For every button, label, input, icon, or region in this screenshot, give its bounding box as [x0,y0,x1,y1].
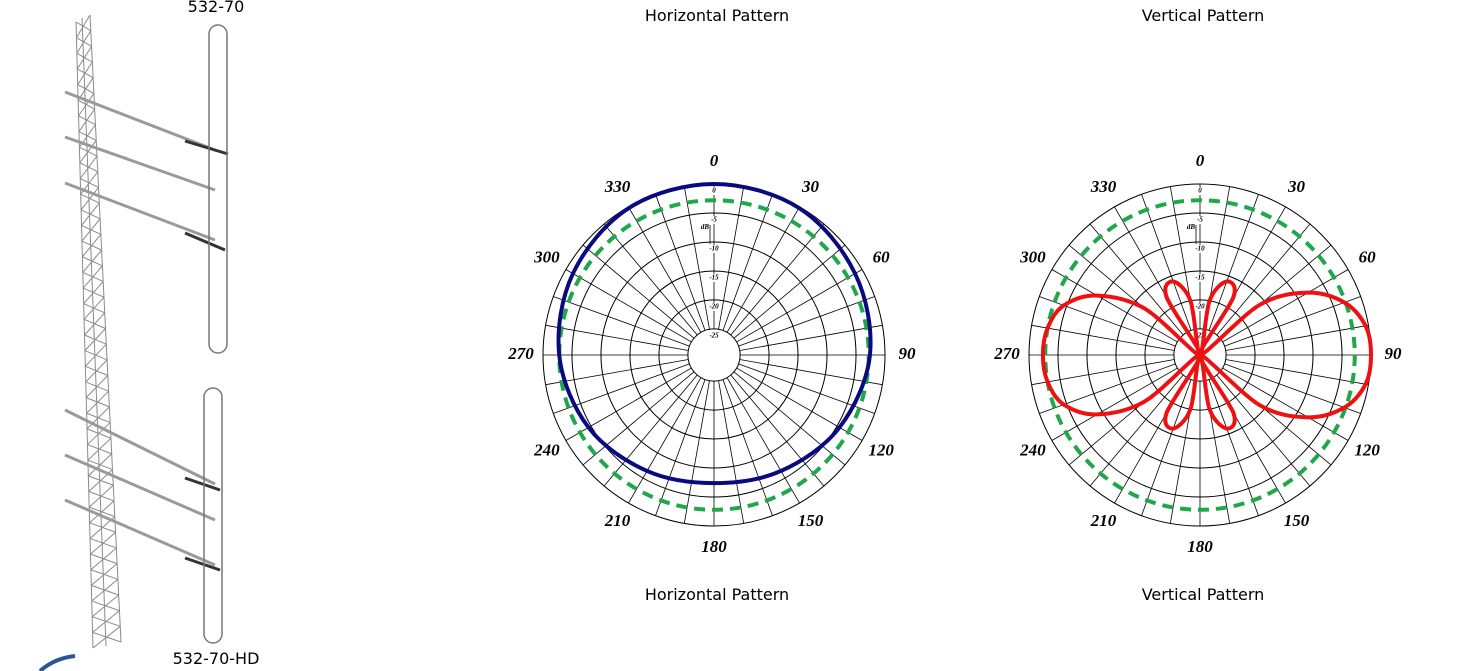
tower-drawing [40,15,228,671]
truss-brace [91,548,116,570]
angle-label: 210 [604,511,631,530]
mount-arm [185,141,228,154]
r-tick-label: 0 [1198,187,1202,195]
r-tick-label: -20 [1195,303,1205,311]
r-tick-label: -25 [709,332,719,340]
angle-label: 120 [868,440,894,459]
angle-label: 90 [1385,344,1403,363]
angle-label: 180 [701,537,727,556]
angle-label: 150 [798,511,824,530]
angle-label: 270 [993,344,1020,363]
angle-label: 330 [1090,177,1117,196]
angle-label: 210 [1090,511,1117,530]
truss-brace [93,611,120,633]
angle-label: 180 [1187,537,1213,556]
truss-brace [90,532,115,554]
chart-title: Horizontal Pattern [645,6,789,25]
angle-label: 240 [1019,440,1046,459]
r-tick-label: -10 [1195,245,1205,253]
angle-label: 90 [899,344,917,363]
angle-label: 120 [1354,440,1380,459]
truss-brace [92,595,119,617]
angle-label: 60 [1359,247,1377,266]
mount-arm [65,183,215,240]
polar-chart: Horizontal Pattern Horizontal Pattern 0 -5 -… [507,6,916,604]
truss-brace [93,626,120,648]
r-tick-label: -15 [709,274,719,282]
angle-label: 0 [1196,151,1205,170]
product-label: 532-70 [188,0,245,16]
truss-brace [91,564,117,586]
truss-brace [89,485,113,507]
truss-brace [92,579,118,601]
angle-label: 240 [533,440,560,459]
angle-label: 300 [1019,247,1046,266]
angle-label: 150 [1284,511,1310,530]
angle-label: 30 [801,177,820,196]
angle-label: 330 [604,177,631,196]
angle-label: 60 [873,247,891,266]
r-tick-label: 0 [712,187,716,195]
chart-caption: Horizontal Pattern [645,585,789,604]
logo-swoosh [40,656,75,671]
r-tick-label: -5 [711,216,717,224]
r-tick-label: -5 [1197,216,1203,224]
page: 532-70 532-70-HD Horizontal PatternHoriz… [0,0,1483,671]
r-tick-label: -15 [1195,274,1205,282]
truss-brace [88,438,111,460]
r-unit: dB [1187,223,1196,231]
angle-label: 270 [507,344,534,363]
product-label: 532-70-HD [173,649,260,668]
angle-label: 300 [533,247,560,266]
polar-chart: Vertical Pattern Vertical Pattern 0 -5 -10 -1… [993,6,1402,604]
angle-label: 0 [710,151,719,170]
chart-caption: Vertical Pattern [1142,585,1265,604]
r-tick-label: -10 [709,245,719,253]
r-unit: dB [701,223,710,231]
angle-label: 30 [1287,177,1306,196]
chart-title: Vertical Pattern [1142,6,1265,25]
r-tick-label: -20 [709,303,719,311]
truss-brace [76,15,90,38]
